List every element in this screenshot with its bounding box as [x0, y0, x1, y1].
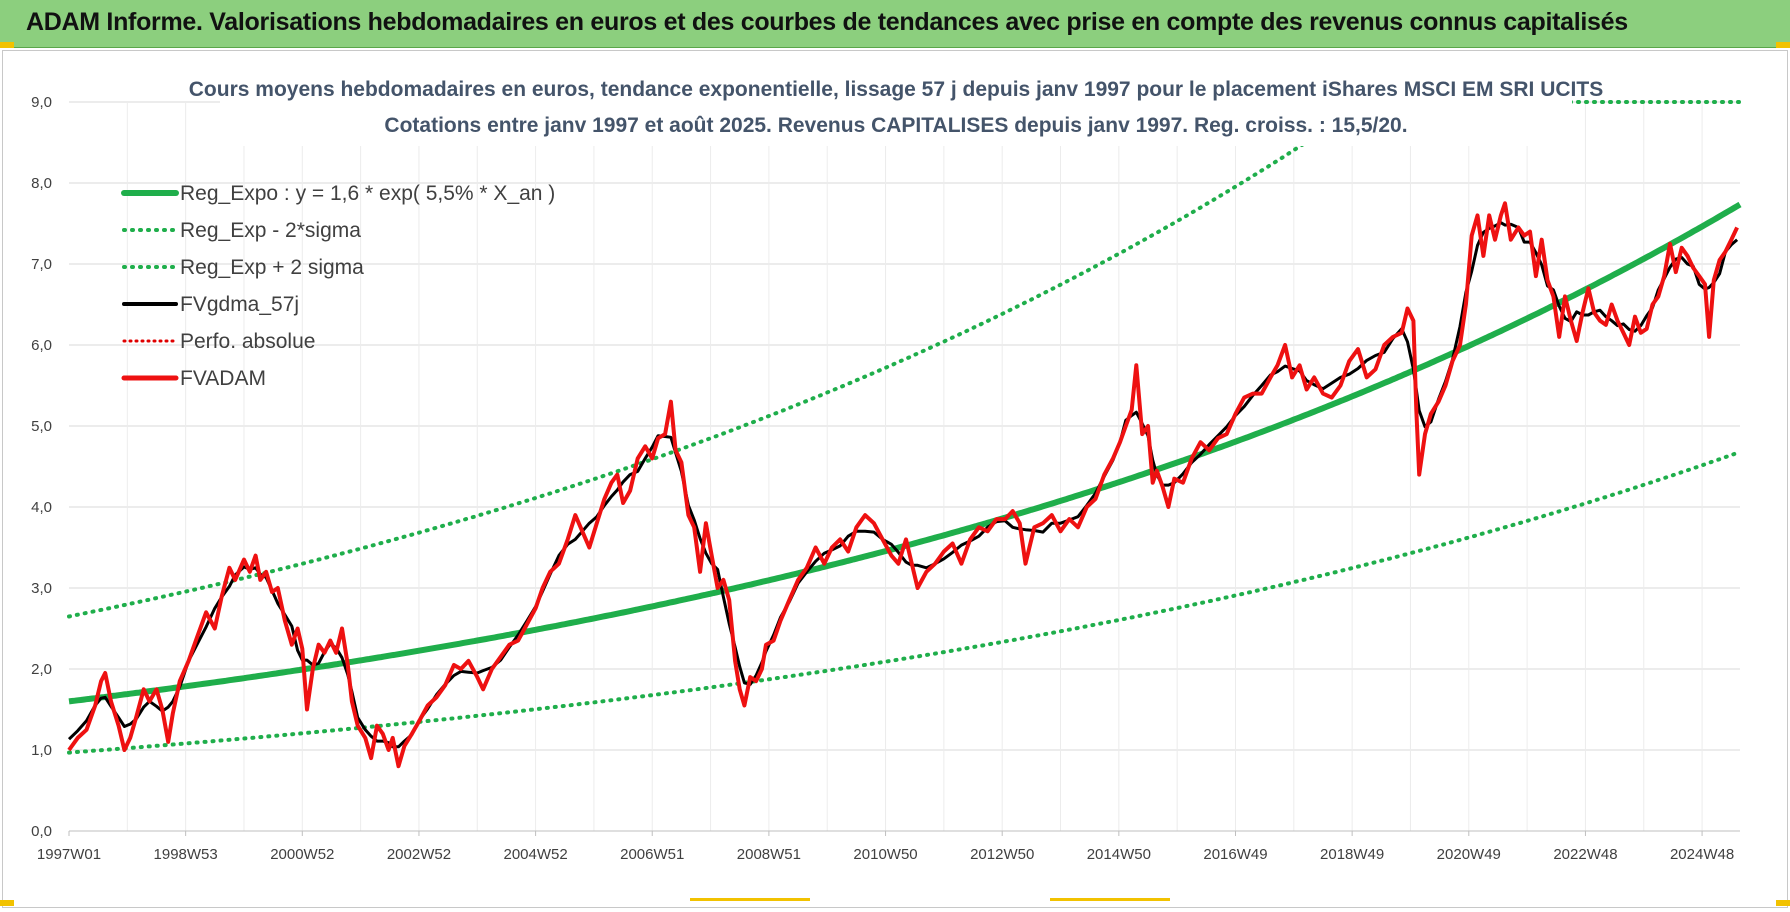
y-tick-label: 3,0: [31, 580, 52, 597]
x-tick-label: 2012W50: [970, 846, 1034, 863]
legend: Reg_Expo : y = 1,6 * exp( 5,5% * X_an ) R…: [121, 182, 555, 390]
corner-marker: [1776, 42, 1790, 48]
report-title: ADAM Informe. Valorisations hebdomadaire…: [26, 8, 1628, 36]
series-reg-exp-upper: [67, 101, 1366, 619]
x-tick-label: 2006W51: [620, 846, 684, 863]
y-tick-label: 2,0: [31, 661, 52, 678]
x-tick-label: 2014W50: [1087, 846, 1151, 863]
y-tick-label: 7,0: [31, 256, 52, 273]
legend-label: FVADAM: [180, 367, 266, 390]
y-tick-label: 9,0: [31, 94, 52, 111]
chart-title-line1: Cours moyens hebdomadaires en euros, ten…: [189, 78, 1603, 101]
x-tick-label: 2020W49: [1437, 846, 1501, 863]
corner-marker: [0, 900, 14, 906]
chart-title-background: [220, 74, 1572, 146]
series-fvadam: [67, 201, 1739, 769]
corner-marker: [0, 42, 14, 48]
y-tick-label: 5,0: [31, 418, 52, 435]
legend-label: FVgdma_57j: [180, 293, 299, 316]
x-tick-label: 2010W50: [853, 846, 917, 863]
x-tick-label: 2002W52: [387, 846, 451, 863]
legend-label: Reg_Exp + 2 sigma: [180, 256, 364, 279]
series-layer: [67, 100, 1742, 769]
y-tick-label: 1,0: [31, 742, 52, 759]
x-tick-label: 2024W48: [1670, 846, 1734, 863]
axes: 0,0 1,0 2,0 3,0 4,0 5,0 6,0 7,0 8,0 9,0 1997W01 199…: [31, 94, 1740, 863]
legend-label: Perfo. absolue: [180, 330, 315, 353]
series-reg-expo: [68, 201, 1742, 705]
y-tick-label: 4,0: [31, 499, 52, 516]
grid: [69, 101, 1740, 832]
y-tick-label: 6,0: [31, 337, 52, 354]
x-tick-label: 2000W52: [270, 846, 334, 863]
x-tick-label: 1998W53: [154, 846, 218, 863]
x-tick-label: 1997W01: [37, 846, 101, 863]
x-tick-label: 2022W48: [1553, 846, 1617, 863]
corner-marker: [1776, 900, 1790, 906]
report-banner: ADAM Informe. Valorisations hebdomadaire…: [0, 0, 1790, 48]
x-tick-label: 2018W49: [1320, 846, 1384, 863]
x-tick-label: 2004W52: [503, 846, 567, 863]
series-reg-exp-lower: [67, 449, 1742, 755]
x-tick-label: 2008W51: [737, 846, 801, 863]
legend-label: Reg_Exp - 2*sigma: [180, 219, 361, 242]
selection-handle: [1050, 898, 1170, 901]
chart-title-line2: Cotations entre janv 1997 et août 2025. …: [384, 114, 1407, 137]
chart-frame: [2, 50, 1788, 908]
x-tick-label: 2016W49: [1203, 846, 1267, 863]
selection-handle: [690, 898, 810, 901]
legend-label: Reg_Expo : y = 1,6 * exp( 5,5% * X_an ): [180, 182, 555, 205]
y-tick-label: 8,0: [31, 175, 52, 192]
y-tick-label: 0,0: [31, 823, 52, 840]
